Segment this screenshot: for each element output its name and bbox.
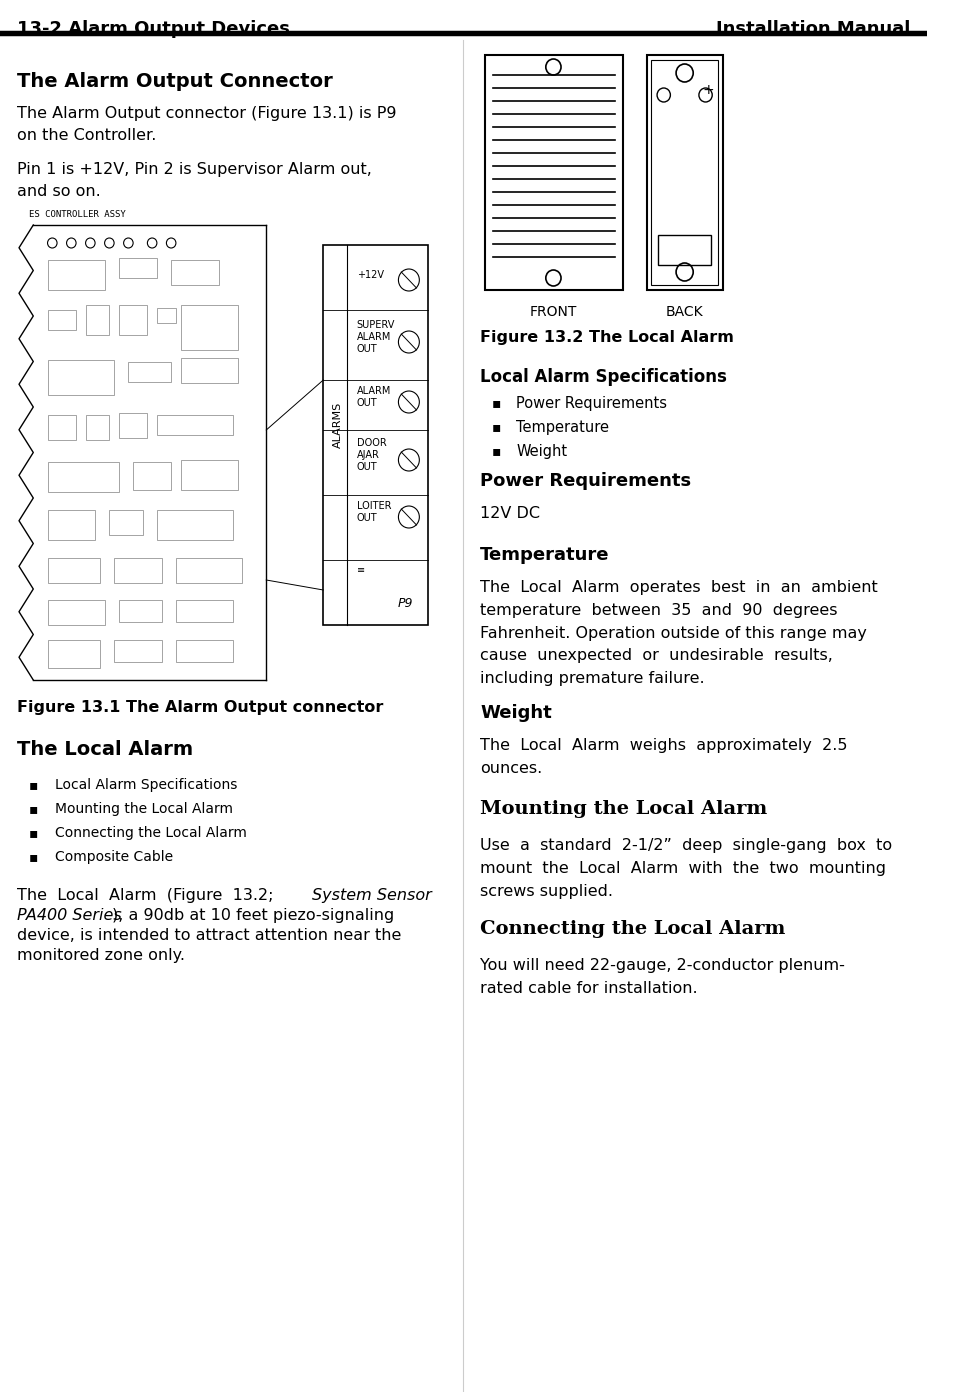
Bar xyxy=(658,235,712,264)
Circle shape xyxy=(399,507,419,528)
Text: ▪: ▪ xyxy=(28,778,38,792)
Text: The  Local  Alarm  operates  best  in  an  ambient
temperature  between  35  and: The Local Alarm operates best in an ambi… xyxy=(481,580,878,686)
Text: Mounting the Local Alarm: Mounting the Local Alarm xyxy=(481,800,767,818)
Bar xyxy=(86,305,109,335)
Text: 12V DC: 12V DC xyxy=(481,507,540,521)
Bar xyxy=(176,600,233,622)
Bar xyxy=(180,305,238,349)
Text: ), a 90db at 10 feet piezo-signaling: ), a 90db at 10 feet piezo-signaling xyxy=(112,908,395,923)
Text: Installation Manual: Installation Manual xyxy=(716,19,910,38)
Circle shape xyxy=(399,269,419,291)
Bar xyxy=(157,509,233,540)
Bar xyxy=(176,558,243,583)
Bar xyxy=(180,459,238,490)
Circle shape xyxy=(546,58,561,75)
Bar xyxy=(651,60,718,285)
Text: ▪: ▪ xyxy=(28,851,38,864)
Text: ≡: ≡ xyxy=(357,565,365,575)
Bar xyxy=(109,509,142,535)
Bar xyxy=(48,260,104,290)
Text: ▪: ▪ xyxy=(28,802,38,816)
Text: ▪: ▪ xyxy=(491,444,501,458)
Text: Power Requirements: Power Requirements xyxy=(517,395,667,411)
Text: BACK: BACK xyxy=(666,305,703,319)
Bar xyxy=(114,558,162,583)
Text: ▪: ▪ xyxy=(491,395,501,411)
Text: ▪: ▪ xyxy=(491,420,501,434)
Circle shape xyxy=(399,331,419,354)
Text: The Alarm Output connector (Figure 13.1) is P9
on the Controller.: The Alarm Output connector (Figure 13.1)… xyxy=(18,106,397,143)
Bar xyxy=(157,415,233,434)
Text: The  Local  Alarm  weighs  approximately  2.5
ounces.: The Local Alarm weighs approximately 2.5… xyxy=(481,738,847,775)
Text: The Alarm Output Connector: The Alarm Output Connector xyxy=(18,72,332,90)
Text: Weight: Weight xyxy=(481,704,552,722)
Bar xyxy=(646,56,722,290)
Bar xyxy=(119,413,147,438)
Text: Figure 13.2 The Local Alarm: Figure 13.2 The Local Alarm xyxy=(481,330,734,345)
Text: ALARM
OUT: ALARM OUT xyxy=(357,386,391,408)
Text: Weight: Weight xyxy=(517,444,567,459)
Text: PA400 Series: PA400 Series xyxy=(18,908,122,923)
Text: You will need 22-gauge, 2-conductor plenum-
rated cable for installation.: You will need 22-gauge, 2-conductor plen… xyxy=(481,958,845,995)
Text: LOITER
OUT: LOITER OUT xyxy=(357,501,391,523)
Text: P9: P9 xyxy=(398,597,413,610)
Text: +12V: +12V xyxy=(357,270,383,280)
Text: Connecting the Local Alarm: Connecting the Local Alarm xyxy=(481,920,786,938)
Text: Temperature: Temperature xyxy=(481,546,609,564)
Circle shape xyxy=(676,263,693,281)
Bar xyxy=(324,245,428,625)
Bar xyxy=(157,308,175,323)
Bar xyxy=(119,600,162,622)
Text: ▪: ▪ xyxy=(28,825,38,839)
Text: 13-2 Alarm Output Devices: 13-2 Alarm Output Devices xyxy=(18,19,290,38)
Text: The  Local  Alarm  (Figure  13.2;: The Local Alarm (Figure 13.2; xyxy=(18,888,279,903)
Text: System Sensor: System Sensor xyxy=(312,888,432,903)
Bar xyxy=(48,462,119,491)
Bar xyxy=(48,415,76,440)
Text: Mounting the Local Alarm: Mounting the Local Alarm xyxy=(56,802,233,816)
Circle shape xyxy=(676,64,693,82)
Text: Use  a  standard  2-1/2”  deep  single-gang  box  to
mount  the  Local  Alarm  w: Use a standard 2-1/2” deep single-gang b… xyxy=(481,838,892,899)
Bar xyxy=(48,640,99,668)
Text: Composite Cable: Composite Cable xyxy=(56,851,174,864)
Circle shape xyxy=(546,270,561,285)
Bar xyxy=(119,305,147,335)
Bar xyxy=(86,415,109,440)
Text: Pin 1 is +12V, Pin 2 is Supervisor Alarm out,
and so on.: Pin 1 is +12V, Pin 2 is Supervisor Alarm… xyxy=(18,161,372,199)
Text: Local Alarm Specifications: Local Alarm Specifications xyxy=(56,778,238,792)
Bar xyxy=(48,361,114,395)
Bar xyxy=(48,310,76,330)
Text: monitored zone only.: monitored zone only. xyxy=(18,948,185,963)
Text: Temperature: Temperature xyxy=(517,420,609,434)
Bar xyxy=(119,258,157,278)
Bar xyxy=(180,358,238,383)
Bar xyxy=(176,640,233,663)
Bar xyxy=(48,509,96,540)
Bar xyxy=(129,362,172,381)
Text: device, is intended to attract attention near the: device, is intended to attract attention… xyxy=(18,928,402,942)
Bar xyxy=(134,462,172,490)
Bar xyxy=(48,558,99,583)
Text: Figure 13.1 The Alarm Output connector: Figure 13.1 The Alarm Output connector xyxy=(18,700,383,715)
Text: +: + xyxy=(703,84,715,97)
Bar xyxy=(172,260,218,285)
Bar xyxy=(485,56,623,290)
Text: Local Alarm Specifications: Local Alarm Specifications xyxy=(481,367,727,386)
Text: DOOR
AJAR
OUT: DOOR AJAR OUT xyxy=(357,437,386,472)
Circle shape xyxy=(399,450,419,470)
Text: ES CONTROLLER ASSY: ES CONTROLLER ASSY xyxy=(28,210,125,219)
Text: Connecting the Local Alarm: Connecting the Local Alarm xyxy=(56,825,247,839)
Text: ALARMS: ALARMS xyxy=(332,402,342,448)
Circle shape xyxy=(399,391,419,413)
Text: Power Requirements: Power Requirements xyxy=(481,472,691,490)
Bar xyxy=(48,600,104,625)
Text: FRONT: FRONT xyxy=(529,305,577,319)
Text: SUPERV
ALARM
OUT: SUPERV ALARM OUT xyxy=(357,320,395,355)
Text: The Local Alarm: The Local Alarm xyxy=(18,741,193,759)
Bar xyxy=(114,640,162,663)
